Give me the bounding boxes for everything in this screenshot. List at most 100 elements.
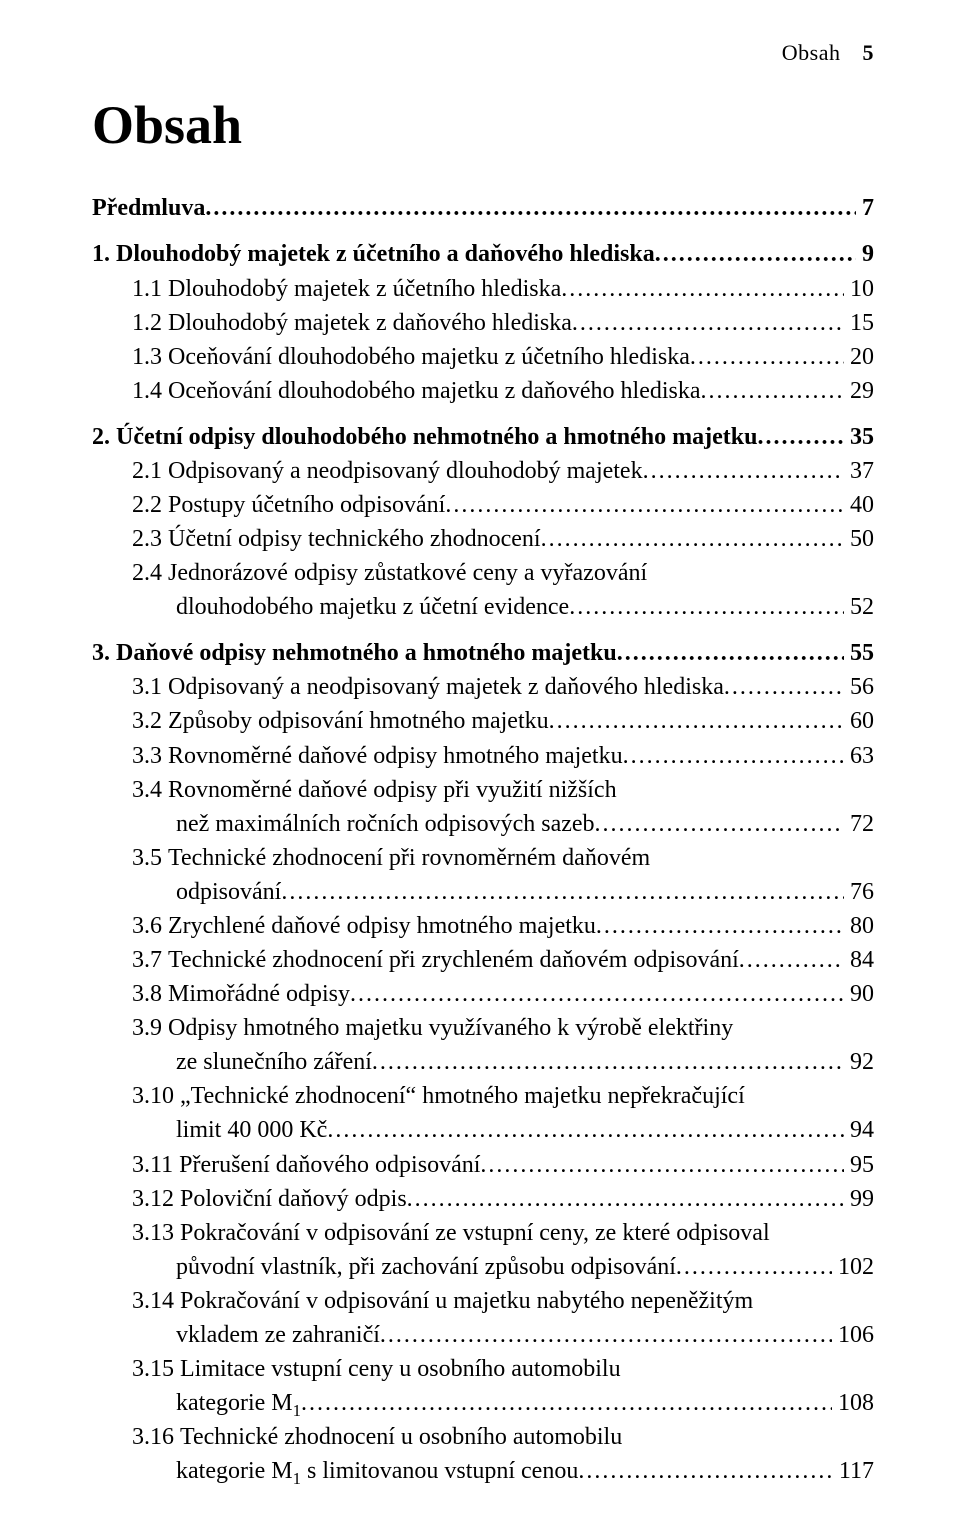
toc-leader <box>701 374 844 408</box>
toc-entry: Předmluva 7 <box>92 191 874 225</box>
toc-entry-continuation: odpisování <box>176 875 281 909</box>
toc-entry-text: „Technické zhodnocení“ hmotného majetku … <box>180 1079 745 1113</box>
toc-entry-text: Oceňování dlouhodobého majetku z daňovéh… <box>168 374 701 408</box>
toc-entry-text: Přerušení daňového odpisování <box>179 1148 480 1182</box>
toc-leader <box>561 272 844 306</box>
toc-entry-number: 3.12 <box>132 1182 180 1216</box>
section-gap <box>92 225 874 237</box>
toc-entry-page: 84 <box>844 943 874 977</box>
toc-entry-text: Způsoby odpisování hmotného majetku <box>168 704 549 738</box>
toc-entry: 1.2 Dlouhodobý majetek z daňového hledis… <box>92 306 874 340</box>
toc-entry: 3.5 Technické zhodnocení při rovnoměrném… <box>92 841 874 909</box>
toc-entry-text: Předmluva <box>92 191 205 225</box>
toc-entry-text: Limitace vstupní ceny u osobního automob… <box>180 1352 621 1386</box>
toc-leader <box>327 1113 844 1147</box>
toc-entry-page: 117 <box>833 1454 874 1488</box>
toc-entry-page: 20 <box>844 340 874 374</box>
toc-entry-number: 3.15 <box>132 1352 180 1386</box>
running-head: Obsah 5 <box>92 40 874 66</box>
toc-entry-page: 63 <box>844 739 874 773</box>
toc-entry-number: 1. <box>92 237 116 271</box>
toc-entry-number: 1.2 <box>132 306 168 340</box>
toc-entry-page: 92 <box>844 1045 874 1079</box>
toc-entry: 3.11 Přerušení daňového odpisování95 <box>92 1148 874 1182</box>
toc-leader <box>380 1318 832 1352</box>
toc-entry-text: Jednorázové odpisy zůstatkové ceny a vyř… <box>168 556 647 590</box>
toc-entry-text: Pokračování v odpisování u majetku nabyt… <box>180 1284 753 1318</box>
toc-entry-page: 80 <box>844 909 874 943</box>
toc-entry-number: 3.10 <box>132 1079 180 1113</box>
toc-entry-text: Účetní odpisy technického zhodnocení <box>168 522 541 556</box>
toc-entry-page: 108 <box>832 1386 874 1420</box>
toc-entry: 2. Účetní odpisy dlouhodobého nehmotného… <box>92 420 874 454</box>
toc-entry-continuation: kategorie M1 s limitovanou vstupní cenou <box>176 1454 578 1488</box>
toc-entry-number: 3.3 <box>132 739 168 773</box>
toc-entry-page: 55 <box>844 636 874 670</box>
toc-leader <box>549 704 844 738</box>
toc-entry-number: 3.5 <box>132 841 168 875</box>
toc-entry: 3.7 Technické zhodnocení při zrychleném … <box>92 943 874 977</box>
toc-leader <box>445 488 844 522</box>
toc-entry: 3.9 Odpisy hmotného majetku využívaného … <box>92 1011 874 1079</box>
toc-entry: 3.12 Poloviční daňový odpis99 <box>92 1182 874 1216</box>
toc-entry-text: Rovnoměrné daňové odpisy hmotného majetk… <box>168 739 623 773</box>
toc-entry: 3.16 Technické zhodnocení u osobního aut… <box>92 1420 874 1488</box>
toc-leader <box>569 590 844 624</box>
toc-leader <box>690 340 844 374</box>
toc-entry-page: 52 <box>844 590 874 624</box>
toc-entry-text: Daňové odpisy nehmotného a hmotného maje… <box>116 636 617 670</box>
toc-entry: 3.10 „Technické zhodnocení“ hmotného maj… <box>92 1079 874 1147</box>
toc-entry-continuation: původní vlastník, při zachování způsobu … <box>176 1250 676 1284</box>
toc-entry-number: 1.3 <box>132 340 168 374</box>
toc-entry: 2.3 Účetní odpisy technického zhodnocení… <box>92 522 874 556</box>
toc-entry-page: 76 <box>844 875 874 909</box>
toc-leader <box>623 739 844 773</box>
toc-entry-page: 7 <box>856 191 874 225</box>
toc-entry: 2.4 Jednorázové odpisy zůstatkové ceny a… <box>92 556 874 624</box>
toc-entry-page: 99 <box>844 1182 874 1216</box>
toc-entry-page: 35 <box>844 420 874 454</box>
toc-leader <box>541 522 844 556</box>
toc-entry-text: Technické zhodnocení při rovnoměrném daň… <box>168 841 650 875</box>
toc-entry: 3.6 Zrychlené daňové odpisy hmotného maj… <box>92 909 874 943</box>
toc-leader <box>350 977 844 1011</box>
toc-entry-text: Účetní odpisy dlouhodobého nehmotného a … <box>116 420 757 454</box>
toc-entry-continuation: limit 40 000 Kč <box>176 1113 327 1147</box>
toc-entry-text: Zrychlené daňové odpisy hmotného majetku <box>168 909 596 943</box>
toc-entry-page: 72 <box>844 807 874 841</box>
toc-entry-continuation: kategorie M1 <box>176 1386 301 1420</box>
toc-entry: 1.3 Oceňování dlouhodobého majetku z úče… <box>92 340 874 374</box>
toc-entry-page: 90 <box>844 977 874 1011</box>
toc-entry-number: 3.2 <box>132 704 168 738</box>
section-gap <box>92 408 874 420</box>
toc-leader <box>281 875 844 909</box>
toc-leader <box>757 420 844 454</box>
toc-entry-page: 56 <box>844 670 874 704</box>
toc-leader <box>301 1386 832 1420</box>
toc-entry: 1.4 Oceňování dlouhodobého majetku z daň… <box>92 374 874 408</box>
toc-entry-page: 15 <box>844 306 874 340</box>
toc-leader <box>205 191 856 225</box>
toc-entry-number: 2.3 <box>132 522 168 556</box>
toc-entry-page: 102 <box>832 1250 874 1284</box>
toc-entry: 3.2 Způsoby odpisování hmotného majetku 6… <box>92 704 874 738</box>
toc-entry-page: 95 <box>844 1148 874 1182</box>
toc-leader <box>596 909 844 943</box>
toc-entry: 3.3 Rovnoměrné daňové odpisy hmotného ma… <box>92 739 874 773</box>
toc-entry-text: Oceňování dlouhodobého majetku z účetníh… <box>168 340 690 374</box>
toc-entry-page: 94 <box>844 1113 874 1147</box>
toc-leader <box>676 1250 832 1284</box>
section-gap <box>92 624 874 636</box>
toc-leader <box>724 670 844 704</box>
toc-entry-page: 10 <box>844 272 874 306</box>
toc-entry: 3.1 Odpisovaný a neodpisovaný majetek z … <box>92 670 874 704</box>
toc-entry-continuation: než maximálních ročních odpisových sazeb <box>176 807 595 841</box>
toc-entry-number: 3.1 <box>132 670 168 704</box>
toc-entry-text: Odpisovaný a neodpisovaný dlouhodobý maj… <box>168 454 643 488</box>
toc-entry-text: Rovnoměrné daňové odpisy při využití niž… <box>168 773 617 807</box>
toc-entry-page: 60 <box>844 704 874 738</box>
toc-entry-page: 37 <box>844 454 874 488</box>
toc-entry-number: 2.4 <box>132 556 168 590</box>
toc-entry: 1.1 Dlouhodobý majetek z účetního hledis… <box>92 272 874 306</box>
toc-entry-text: Technické zhodnocení u osobního automobi… <box>180 1420 622 1454</box>
